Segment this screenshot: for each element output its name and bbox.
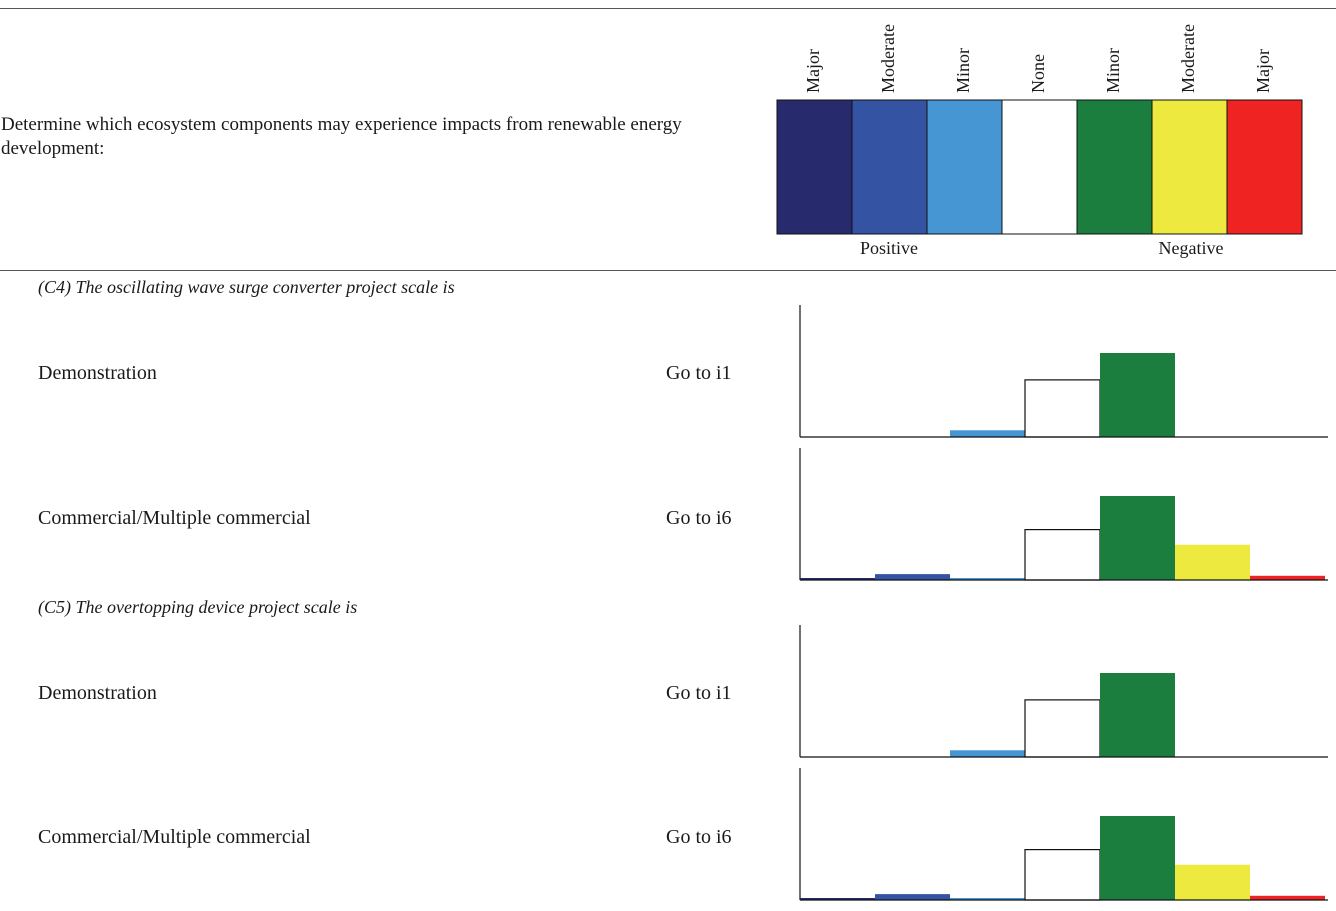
legend-swatch-positive-minor — [926, 99, 1003, 235]
legend-swatch-none — [1001, 99, 1078, 235]
chart-c4-demonstration — [799, 305, 1328, 438]
bar-negative-minor — [1100, 353, 1175, 437]
legend-color-scale — [776, 99, 1303, 235]
row-label-c5-demonstration: Demonstration — [38, 682, 157, 704]
legend-swatch-negative-moderate — [1151, 99, 1228, 235]
bar-negative-minor — [1100, 496, 1175, 580]
legend-label-negative-major: Major — [1253, 49, 1273, 93]
legend-group-positive: Positive — [859, 238, 918, 258]
bar-positive-minor — [950, 750, 1025, 757]
section-title-c5: (C5) The overtopping device project scal… — [38, 597, 358, 617]
legend-label-negative-minor: Minor — [1103, 48, 1123, 93]
bar-positive-minor — [950, 578, 1025, 580]
row-goto-c5-demonstration: Go to i1 — [666, 682, 732, 704]
bar-none — [1024, 379, 1101, 438]
legend-label-negative-moderate: Moderate — [1178, 24, 1198, 93]
bar-negative-major — [1250, 895, 1325, 900]
bar-positive-major — [800, 898, 875, 900]
intro-text: Determine which ecosystem components may… — [1, 114, 682, 159]
bar-negative-major — [1250, 575, 1325, 580]
chart-c5-commercial — [799, 768, 1328, 901]
legend-label-none: None — [1028, 54, 1048, 93]
bar-negative-moderate — [1175, 544, 1250, 580]
bar-positive-moderate — [875, 894, 950, 900]
row-label-c5-commercial: Commercial/Multiple commercial — [38, 826, 311, 848]
bar-none — [1024, 699, 1101, 758]
row-goto-c5-commercial: Go to i6 — [666, 826, 732, 848]
legend-swatch-negative-minor — [1076, 99, 1153, 235]
bar-none — [1024, 848, 1101, 901]
bar-positive-minor — [950, 430, 1025, 437]
legend-group-negative: Negative — [1158, 238, 1224, 258]
row-goto-c4-demonstration: Go to i1 — [666, 362, 732, 384]
bar-none — [1024, 528, 1101, 581]
chart-c4-commercial — [799, 448, 1328, 581]
bar-negative-minor — [1100, 673, 1175, 757]
top-rule — [0, 8, 1336, 9]
bar-positive-minor — [950, 898, 1025, 900]
chart-c5-demonstration — [799, 625, 1328, 758]
legend-swatch-positive-moderate — [851, 99, 928, 235]
legend-label-positive-major: Major — [803, 49, 823, 93]
bar-positive-major — [800, 578, 875, 580]
row-label-c4-commercial: Commercial/Multiple commercial — [38, 507, 311, 529]
section-title-c4: (C4) The oscillating wave surge converte… — [38, 277, 455, 297]
bar-negative-moderate — [1175, 864, 1250, 900]
legend-swatch-negative-major — [1226, 99, 1303, 235]
legend-label-positive-moderate: Moderate — [878, 24, 898, 93]
row-goto-c4-commercial: Go to i6 — [666, 507, 732, 529]
bar-negative-minor — [1100, 816, 1175, 900]
row-label-c4-demonstration: Demonstration — [38, 362, 157, 384]
bar-positive-moderate — [875, 574, 950, 580]
legend-swatch-positive-major — [776, 99, 853, 235]
header-rule — [0, 270, 1336, 271]
legend-label-positive-minor: Minor — [953, 48, 973, 93]
